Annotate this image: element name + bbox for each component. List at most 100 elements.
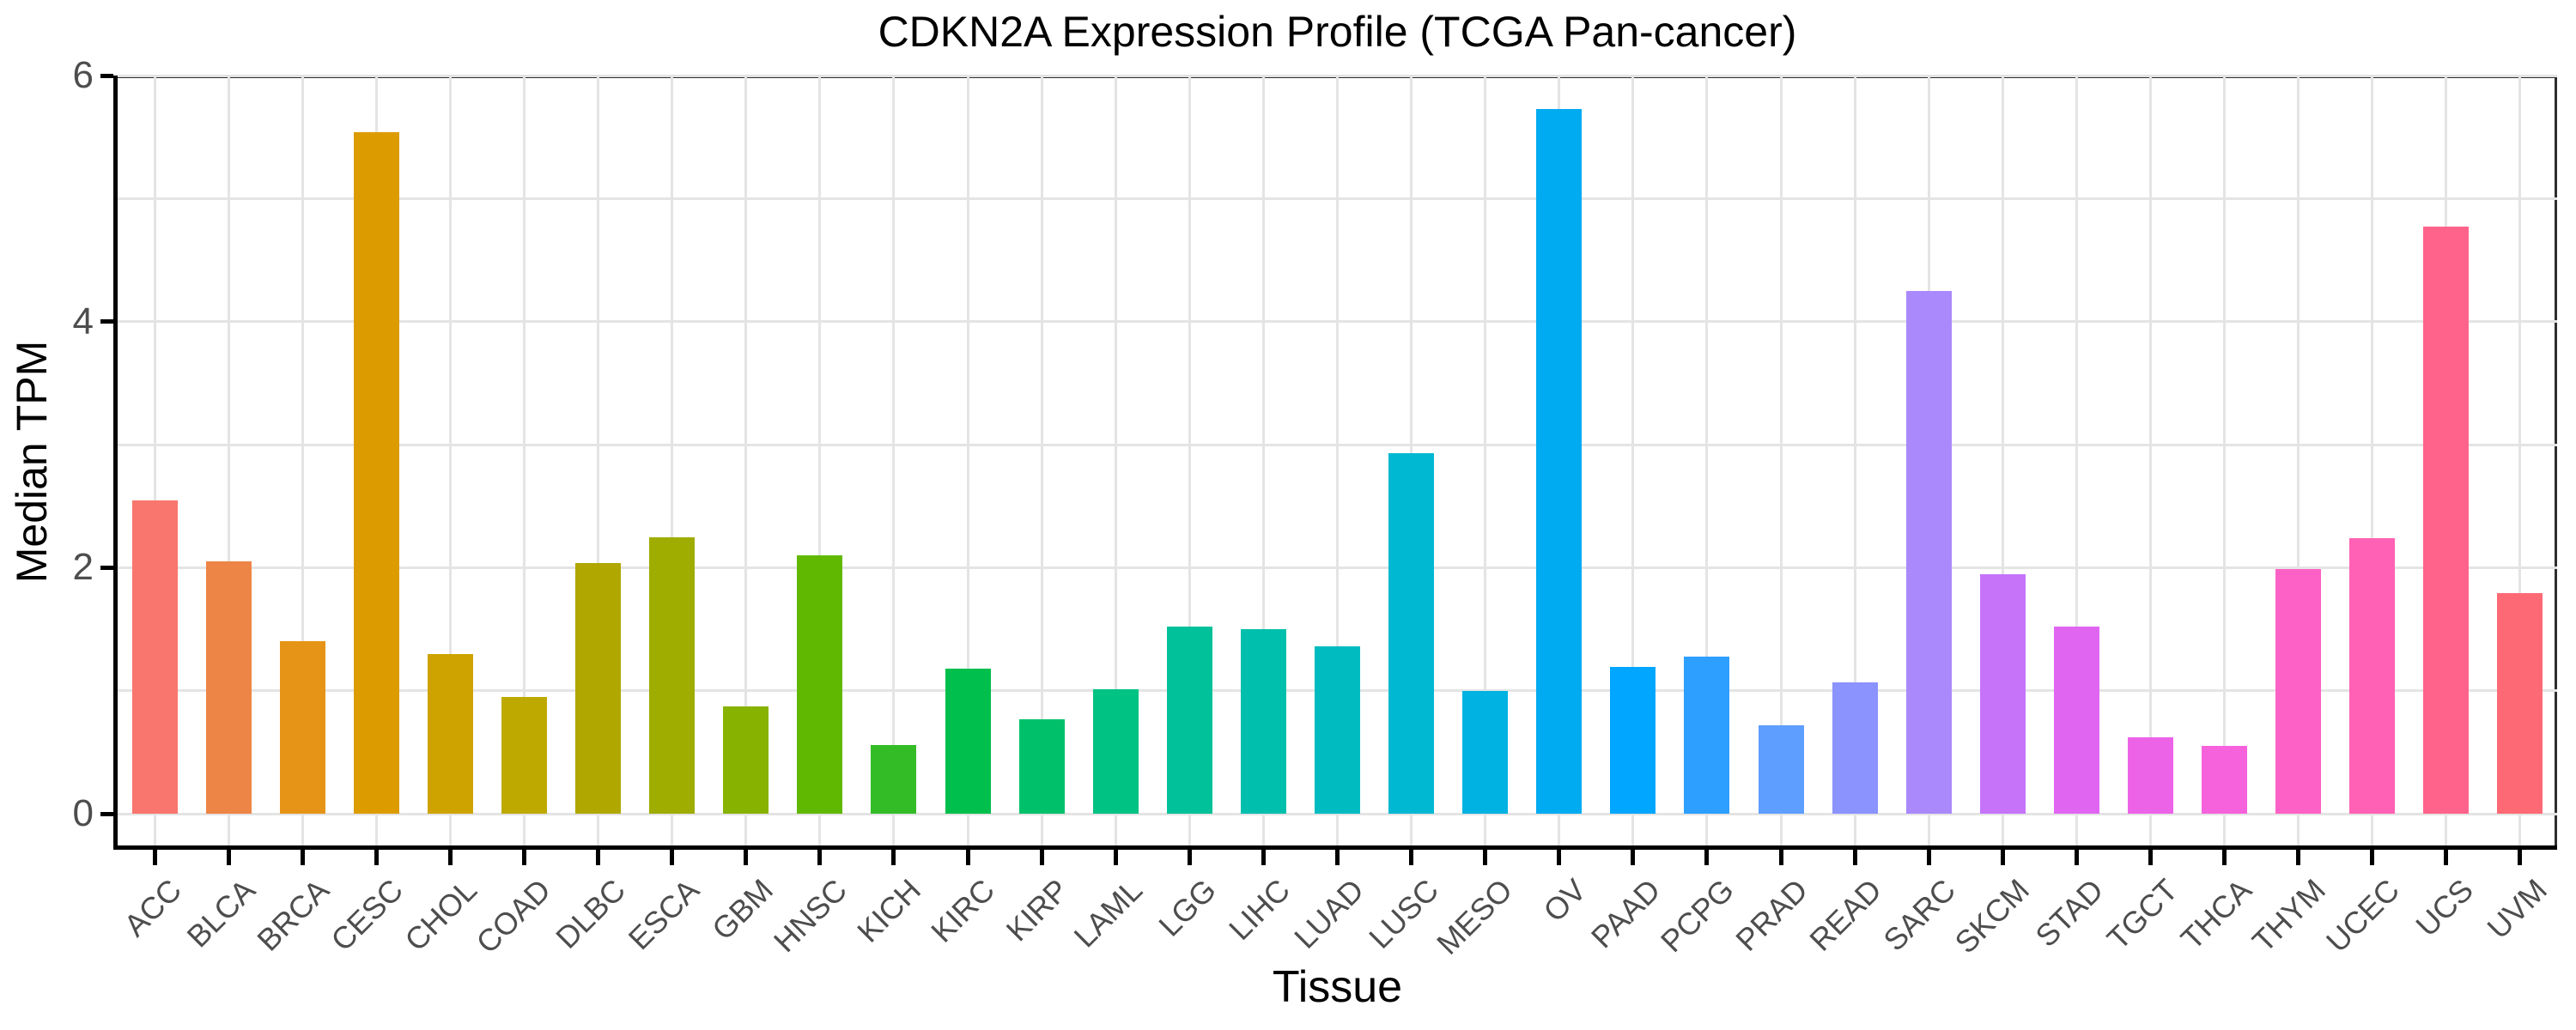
x-tick-label-ESCA: ESCA	[621, 872, 706, 957]
gridline-v-PRAD	[1779, 76, 1783, 850]
x-tick-UCS	[2444, 850, 2449, 865]
bar-CESC	[353, 132, 399, 814]
bar-THCA	[2202, 746, 2248, 814]
gridline-v-KIRC	[966, 76, 969, 850]
gridline-v-KICH	[892, 76, 896, 850]
bar-LAML	[1092, 689, 1139, 814]
bar-PRAD	[1758, 724, 1804, 814]
x-tick-label-PRAD: PRAD	[1728, 872, 1815, 958]
x-tick-label-KICH: KICH	[850, 872, 927, 949]
x-tick-label-THCA: THCA	[2173, 872, 2258, 957]
gridline-v-GBM	[744, 76, 748, 850]
gridline-v-THYM	[2297, 76, 2300, 850]
x-tick-label-HNSC: HNSC	[766, 872, 854, 960]
bar-KICH	[871, 744, 917, 814]
bar-BLCA	[205, 561, 252, 814]
y-tick-0	[100, 811, 113, 816]
gridline-v-ESCA	[671, 76, 674, 850]
x-tick-CHOL	[447, 850, 453, 865]
bar-KIRP	[1018, 718, 1065, 814]
x-tick-label-THYM: THYM	[2245, 872, 2332, 960]
x-tick-label-READ: READ	[1802, 872, 1889, 958]
y-tick-label-0: 0	[72, 792, 94, 834]
x-tick-KIRP	[1039, 850, 1044, 865]
x-tick-COAD	[522, 850, 526, 865]
bar-LIHC	[1240, 629, 1286, 814]
gridline-v-COAD	[523, 76, 526, 850]
bar-PAAD	[1610, 667, 1656, 814]
x-tick-label-PCPG: PCPG	[1653, 872, 1741, 960]
x-tick-KICH	[891, 850, 896, 865]
gridline-v-TGCT	[2149, 76, 2152, 850]
x-tick-label-BRCA: BRCA	[250, 872, 337, 958]
bar-HNSC	[797, 555, 843, 814]
x-tick-GBM	[744, 850, 749, 865]
x-tick-LIHC	[1261, 850, 1266, 865]
x-tick-LUAD	[1335, 850, 1340, 865]
gridline-v-LUAD	[1336, 76, 1339, 850]
chart-title: CDKN2A Expression Profile (TCGA Pan-canc…	[878, 8, 1797, 56]
x-tick-THCA	[2222, 850, 2227, 865]
x-tick-label-KIRC: KIRC	[924, 872, 1002, 949]
x-tick-DLBC	[596, 850, 601, 865]
x-tick-LUSC	[1409, 850, 1414, 865]
y-tick-label-2: 2	[72, 546, 94, 589]
bar-STAD	[2053, 627, 2099, 814]
x-tick-HNSC	[817, 850, 823, 865]
bar-MESO	[1462, 690, 1509, 814]
x-tick-PRAD	[1778, 850, 1783, 865]
x-tick-PCPG	[1704, 850, 1710, 865]
x-tick-ESCA	[670, 850, 675, 865]
x-tick-label-SARC: SARC	[1876, 872, 1963, 958]
gridline-v-MESO	[1484, 76, 1487, 850]
x-tick-CESC	[374, 850, 379, 865]
x-tick-label-LUSC: LUSC	[1361, 872, 1445, 955]
x-tick-label-STAD: STAD	[2028, 872, 2111, 954]
x-tick-PAAD	[1631, 850, 1636, 865]
x-tick-label-LUAD: LUAD	[1287, 872, 1371, 955]
x-tick-label-PAAD: PAAD	[1583, 872, 1667, 955]
x-tick-OV	[1557, 850, 1562, 865]
x-tick-label-LIHC: LIHC	[1222, 872, 1297, 947]
x-tick-SKCM	[2000, 850, 2005, 865]
bar-TGCT	[2128, 737, 2173, 814]
bar-PCPG	[1684, 656, 1730, 814]
x-tick-label-COAD: COAD	[469, 872, 558, 960]
bar-OV	[1536, 108, 1583, 814]
gridline-v-KIRP	[1040, 76, 1043, 850]
x-tick-STAD	[2074, 850, 2079, 865]
gridline-v-ACC	[153, 76, 156, 850]
bar-READ	[1832, 682, 1878, 814]
gridline-v-DLBC	[597, 76, 600, 850]
bar-ACC	[131, 500, 178, 814]
x-tick-UVM	[2518, 850, 2523, 865]
bar-SARC	[1905, 290, 1952, 814]
x-tick-UCEC	[2370, 850, 2375, 865]
x-tick-label-DLBC: DLBC	[548, 872, 632, 955]
x-tick-THYM	[2296, 850, 2301, 865]
bar-BRCA	[279, 641, 325, 814]
y-axis-title: Median TPM	[8, 340, 56, 584]
bar-DLBC	[575, 562, 622, 814]
x-tick-label-KIRP: KIRP	[999, 872, 1076, 948]
bar-UCS	[2423, 227, 2470, 814]
bar-THYM	[2275, 568, 2322, 814]
gridline-v-BRCA	[301, 76, 304, 850]
x-tick-label-UVM: UVM	[2480, 872, 2554, 946]
gridline-v-PAAD	[1631, 76, 1635, 850]
x-tick-ACC	[152, 850, 157, 865]
bar-KIRC	[945, 668, 991, 814]
x-tick-LAML	[1113, 850, 1118, 865]
gridline-v-CHOL	[448, 76, 452, 850]
gridline-v-SKCM	[2001, 76, 2004, 850]
x-tick-label-MESO: MESO	[1429, 872, 1519, 961]
bar-GBM	[723, 706, 769, 814]
bar-SKCM	[1979, 573, 2026, 814]
x-tick-label-BLCA: BLCA	[179, 872, 263, 954]
y-tick-2	[100, 565, 113, 570]
x-tick-label-CESC: CESC	[324, 872, 410, 958]
gridline-v-PCPG	[1705, 76, 1709, 850]
gridline-v-BLCA	[227, 76, 230, 850]
x-tick-label-UCEC: UCEC	[2318, 872, 2406, 960]
